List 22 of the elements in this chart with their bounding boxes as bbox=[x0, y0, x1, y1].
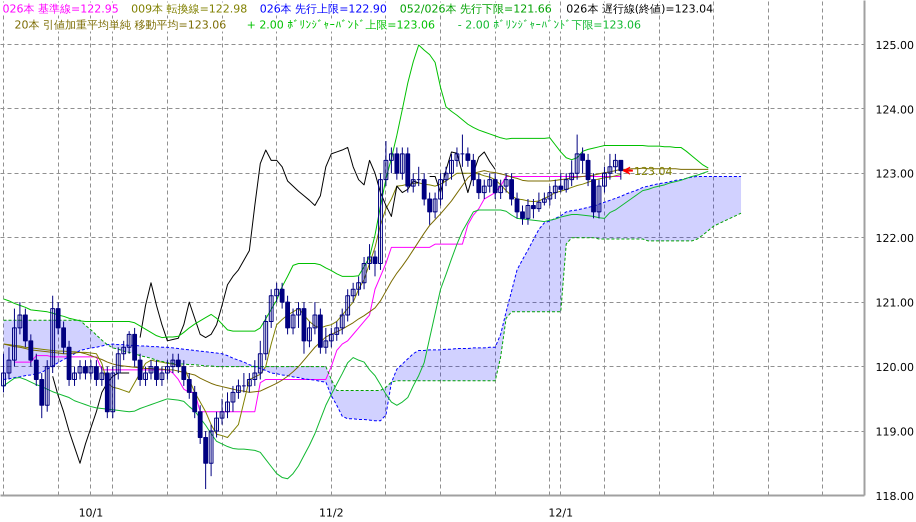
line-series bbox=[3, 44, 709, 338]
line-series bbox=[3, 212, 742, 391]
text: 026本 先行上限=122.90 bbox=[260, 2, 387, 16]
series-label: + 2.00 ﾎﾞﾘﾝｼﾞｬｰﾊﾞﾝﾄﾞ上限=123.06 bbox=[246, 18, 436, 32]
text: - 2.00 ﾎﾞﾘﾝｼﾞｬｰﾊﾞﾝﾄﾞ下限=123.06 bbox=[458, 18, 641, 32]
x-tick-label: 11/2 bbox=[318, 506, 344, 520]
y-tick-label: 124.00 bbox=[876, 103, 914, 116]
y-tick-label: 118.00 bbox=[876, 490, 914, 503]
y-tick-label: 120.00 bbox=[876, 361, 914, 374]
y-tick-label: 121.00 bbox=[876, 296, 914, 310]
y-tick-label: 122.00 bbox=[876, 232, 914, 246]
y-tick-label: 123.00 bbox=[876, 168, 914, 181]
text: 052/026本 先行下限=121.66 bbox=[400, 2, 552, 16]
x-tick-label: 12/1 bbox=[548, 506, 574, 520]
y-tick-label: 125.00 bbox=[876, 38, 914, 52]
annotation: 123.04 bbox=[634, 165, 672, 178]
y-tick-label: 119.00 bbox=[876, 426, 914, 439]
text: 026本 基準線=122.95 bbox=[2, 2, 119, 16]
text: 026本 遅行線(終値)=123.04 bbox=[566, 2, 714, 16]
text: 20本 引値加重平均単純 移動平均=123.06 bbox=[14, 18, 226, 32]
text: 009本 転換線=122.98 bbox=[131, 2, 248, 16]
x-tick-label: 10/1 bbox=[78, 506, 104, 520]
